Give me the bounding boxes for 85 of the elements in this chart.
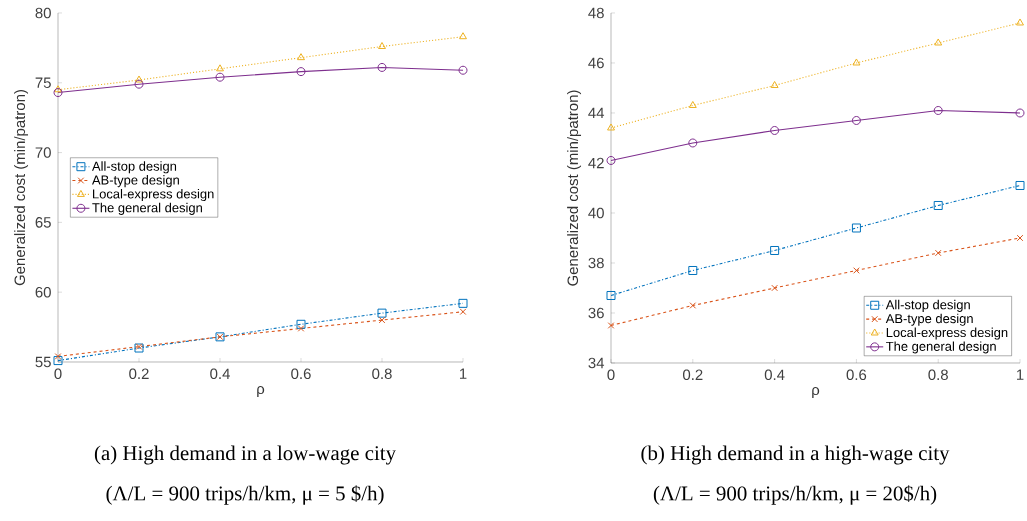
point	[1016, 18, 1024, 26]
point	[770, 125, 780, 135]
x-tick-label: 0.6	[846, 369, 867, 381]
x-tick-label: 0.4	[764, 369, 785, 381]
legend-label: AB-type design	[91, 175, 179, 188]
legend-label: Local-express design	[93, 188, 214, 202]
point	[134, 79, 144, 89]
point	[852, 58, 861, 66]
point	[53, 88, 63, 98]
y-tick-label: 75	[35, 77, 51, 88]
y-tick-label: 55	[35, 356, 51, 368]
y-tick-label: 34	[588, 357, 605, 369]
y-tick-label: 70	[35, 147, 51, 158]
point	[770, 80, 779, 88]
point	[934, 249, 942, 257]
point	[458, 65, 468, 75]
point	[216, 64, 224, 72]
x-axis-title: ρ	[812, 386, 820, 399]
point	[689, 302, 697, 309]
point	[459, 32, 467, 40]
x-tick-label: 0	[54, 368, 62, 380]
point	[606, 290, 616, 300]
x-tick-label: 0.4	[210, 368, 230, 380]
point	[607, 123, 615, 131]
legend-label: Local-express design	[886, 327, 1008, 340]
legend-label: All-stop design	[91, 161, 177, 174]
text: (Λ/L = 900 trips/h/km, μ = 20$/h)	[653, 485, 937, 505]
y-tick-label: 42	[588, 157, 604, 169]
point	[54, 85, 62, 93]
x-tick-label: 0.8	[372, 368, 392, 380]
point	[851, 115, 861, 125]
point	[135, 75, 143, 83]
point	[296, 67, 306, 77]
y-tick-label: 65	[35, 217, 51, 228]
x-tick-label: 1	[460, 368, 467, 379]
point	[377, 308, 387, 318]
point	[297, 325, 305, 332]
point	[688, 138, 698, 148]
x-tick-label: 0.2	[683, 369, 703, 381]
legend-label: AB-type design	[885, 313, 973, 326]
point	[934, 38, 943, 46]
point	[933, 200, 943, 210]
text: (b) High demand in a high-wage city	[641, 445, 950, 465]
point	[296, 319, 306, 329]
point	[215, 72, 225, 82]
y-tick-label: 80	[35, 7, 51, 19]
point	[459, 308, 467, 316]
point	[688, 265, 698, 275]
y-tick-label: 36	[588, 307, 604, 319]
x-tick-label: 0	[607, 369, 615, 381]
point	[54, 353, 62, 360]
point	[851, 223, 861, 233]
y-tick-label: 44	[588, 107, 605, 119]
legend-label: The general design	[92, 202, 202, 215]
y-axis-title: Generalized cost (min/patron)	[567, 90, 582, 286]
point	[378, 316, 386, 324]
point	[53, 356, 63, 366]
point	[377, 62, 387, 72]
point	[606, 155, 616, 165]
legend-label: The general design	[886, 341, 996, 354]
point	[770, 245, 780, 255]
x-axis-title: ρ	[257, 385, 265, 398]
point	[688, 100, 697, 108]
point	[607, 322, 615, 329]
point	[378, 41, 386, 49]
x-tick-label: 0.6	[291, 368, 311, 380]
x-tick-label: 0.8	[928, 369, 948, 381]
x-tick-label: 1	[1017, 369, 1024, 380]
point	[1015, 180, 1025, 190]
point	[458, 298, 468, 308]
point	[933, 105, 943, 115]
point	[771, 284, 778, 292]
legend-label: All-stop design	[885, 299, 970, 312]
y-tick-label: 48	[588, 7, 604, 19]
y-tick-label: 60	[35, 286, 51, 298]
text: (a) High demand in a low-wage city	[94, 445, 396, 465]
x-tick-label: 0.2	[129, 368, 149, 380]
point	[297, 53, 305, 61]
point	[1015, 108, 1025, 118]
y-tick-label: 46	[588, 57, 604, 69]
text: (Λ/L = 900 trips/h/km, μ = 5 $/h)	[106, 485, 384, 505]
point	[853, 267, 860, 274]
y-axis-title: Generalized cost (min/patron)	[14, 90, 29, 286]
y-tick-label: 38	[588, 257, 604, 269]
y-tick-label: 40	[588, 207, 604, 219]
